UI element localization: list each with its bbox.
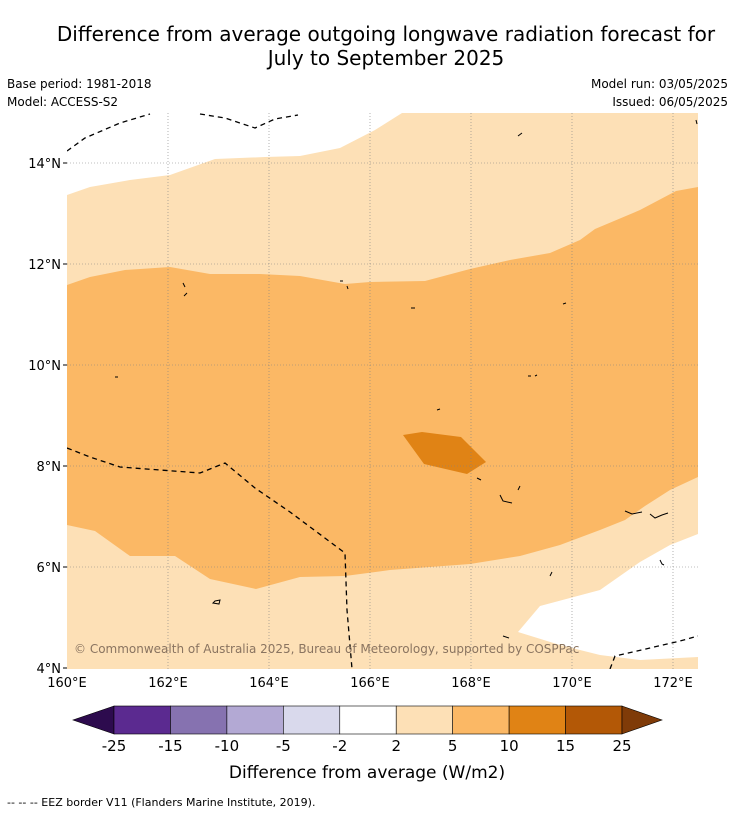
colorbar-tick-label: -10 [215,737,240,755]
colorbar-high-extend [621,705,663,735]
colorbar-segment [508,705,566,735]
colorbar-segment [113,705,171,735]
lon-label: 172°E [653,676,693,691]
colorbar-tick-label: 10 [500,737,519,755]
colorbar-tick-label: -25 [102,737,127,755]
metadata-left: Base period: 1981-2018 Model: ACCESS-S2 [7,75,152,111]
gridlines [67,113,698,669]
islands [115,119,698,639]
colorbar-tick-label: 15 [556,737,575,755]
colorbar-segment [565,705,623,735]
lon-label: 168°E [451,676,491,691]
colorbar-low-extend [72,705,115,735]
lat-label: 4°N [37,662,62,677]
model-run: Model run: 03/05/2025 [590,77,728,91]
colorbar-segment [452,705,510,735]
lon-label: 162°E [148,676,188,691]
lon-label: 164°E [249,676,289,691]
eez-borders [67,113,698,669]
colorbar-segment [283,705,341,735]
eez-legend-footer: -- -- -- EEZ border V11 (Flanders Marine… [7,796,316,809]
colorbar-segment [395,705,453,735]
colorbar-tick-label: -15 [158,737,183,755]
lat-label: 6°N [37,561,62,576]
colorbar: -25 -15 -10 -5 -2 2 5 10 15 25 [72,705,663,755]
colorbar-segment [226,705,284,735]
colorbar-segment [339,705,397,735]
colorbar-tick-label: -5 [276,737,291,755]
chart-title: Difference from average outgoing longwav… [0,22,736,70]
base-period: Base period: 1981-2018 [7,77,152,91]
contour-band-medium [67,187,698,589]
colorbar-tick-label: 2 [391,737,401,755]
latitude-ticks [63,162,67,669]
colorbar-tick-label: 25 [612,737,631,755]
colorbar-tick-label: 5 [448,737,458,755]
latitude-labels: 14°N 12°N 10°N 8°N 6°N 4°N [28,157,61,677]
lat-label: 12°N [28,258,61,273]
copyright-notice: © Commonwealth of Australia 2025, Bureau… [74,642,579,656]
lon-label: 166°E [350,676,390,691]
longitude-labels: 160°E 162°E 164°E 166°E 168°E 170°E 172°… [47,676,693,691]
lat-label: 8°N [37,460,62,475]
lon-label: 170°E [552,676,592,691]
title-line-1: Difference from average outgoing longwav… [56,22,716,46]
issued-date: Issued: 06/05/2025 [612,95,728,109]
colorbar-label: Difference from average (W/m2) [229,763,505,783]
contour-band-dark [403,432,486,474]
lat-label: 10°N [28,359,61,374]
map-plot-area [67,113,698,669]
colorbar-tick-label: -2 [332,737,347,755]
lat-label: 14°N [28,157,61,172]
title-line-2: July to September 2025 [267,46,505,70]
colorbar-segment [170,705,228,735]
model-name: Model: ACCESS-S2 [7,95,119,109]
lon-label: 160°E [47,676,87,691]
metadata-right: Model run: 03/05/2025 Issued: 06/05/2025 [591,75,728,111]
